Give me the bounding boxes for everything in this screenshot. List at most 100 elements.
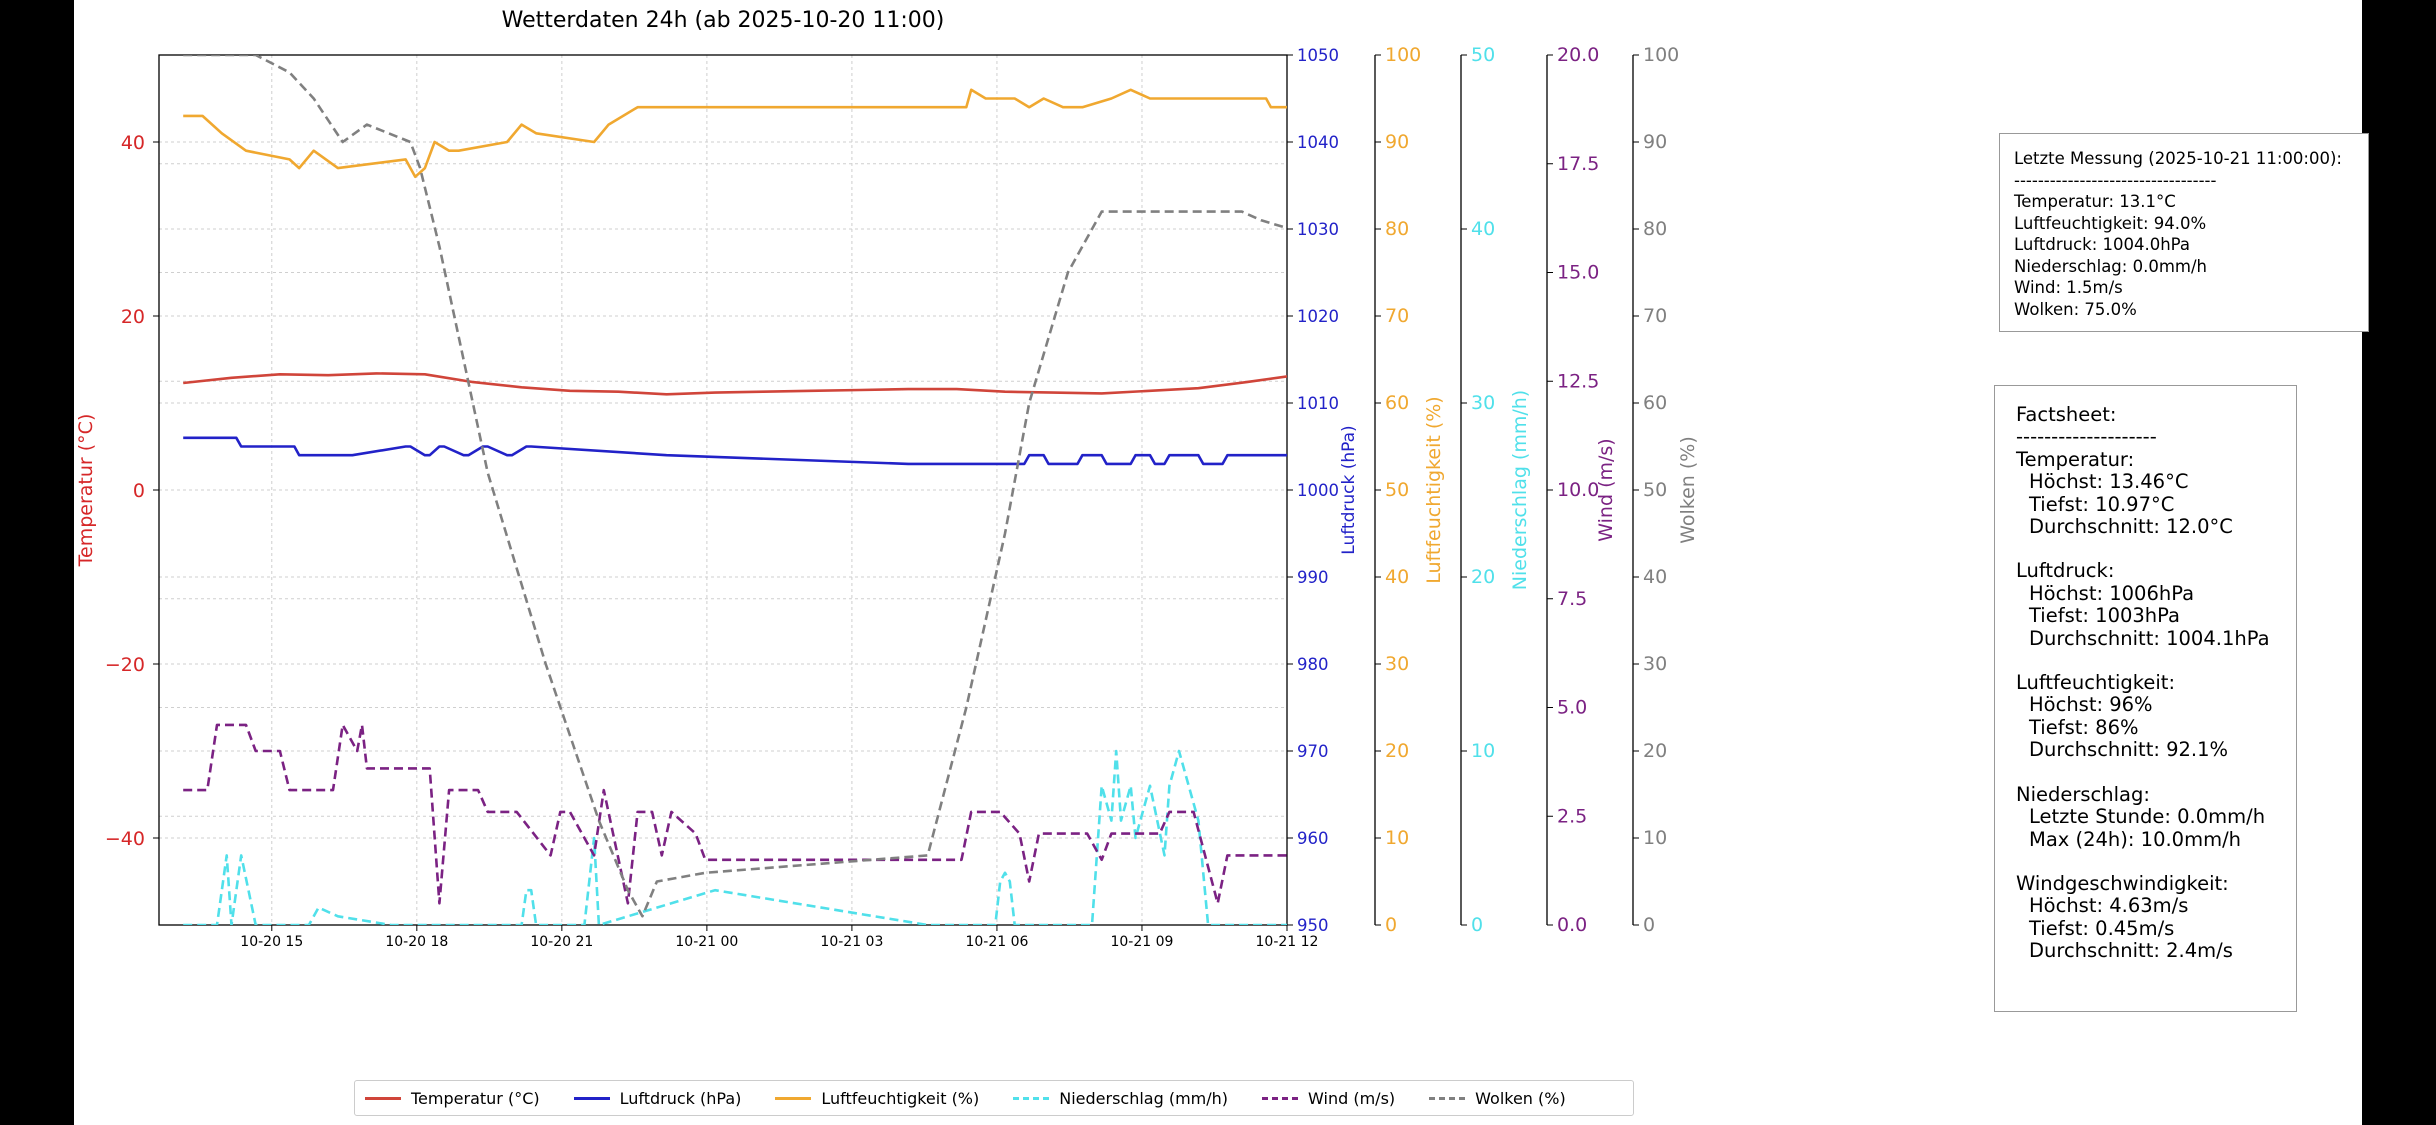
- y-tick-label: 1040: [1297, 133, 1339, 152]
- figure-canvas: Wetterdaten 24h (ab 2025-10-20 11:00) 10-…: [74, 0, 2369, 1125]
- series-line-temp: [183, 372, 1287, 396]
- axis-label-hum: Luftfeuchtigkeit (%): [1423, 396, 1445, 583]
- x-tick-label: 10-21 06: [965, 934, 1028, 950]
- y-tick-label: 0: [1385, 914, 1397, 936]
- y-tick-label: 80: [1385, 218, 1409, 240]
- y-tick-label: 12.5: [1557, 370, 1599, 392]
- factsheet-item: Höchst: 4.63m/s: [2029, 894, 2189, 918]
- legend-swatch: [775, 1096, 812, 1100]
- y-tick-label: 1050: [1297, 46, 1339, 65]
- latest-line: Wind: 1.5m/s: [2014, 278, 2123, 297]
- legend-item-hum: Luftfeuchtigkeit (%): [775, 1089, 979, 1108]
- legend-swatch: [1013, 1096, 1050, 1100]
- series-group: [183, 55, 1287, 925]
- y-tick-label: 20: [1385, 740, 1409, 762]
- y-tick-label: 20: [1643, 740, 1667, 762]
- legend-item-wind: Wind (m/s): [1262, 1089, 1395, 1108]
- axis-label-rain: Niederschlag (mm/h): [1509, 390, 1531, 590]
- y-tick-label: 30: [1643, 653, 1667, 675]
- y-tick-label: −40: [105, 828, 145, 850]
- legend-item-rain: Niederschlag (mm/h): [1013, 1089, 1228, 1108]
- factsheet-item: Letzte Stunde: 0.0mm/h: [2029, 805, 2266, 829]
- x-tick-label: 10-20 21: [530, 934, 593, 950]
- factsheet-item: Durchschnitt: 2.4m/s: [2029, 939, 2233, 963]
- latest-line: Wolken: 75.0%: [2014, 299, 2137, 319]
- y-tick-label: 70: [1385, 305, 1409, 327]
- factsheet-item: Tiefst: 86%: [2029, 715, 2139, 739]
- weather-chart: Wetterdaten 24h (ab 2025-10-20 11:00) 10-…: [75, 8, 1699, 950]
- factsheet-separator: --------------------: [2016, 425, 2157, 449]
- axis-label-wind: Wind (m/s): [1595, 438, 1617, 541]
- legend-item-press: Luftdruck (hPa): [573, 1088, 742, 1108]
- y-tick-label: 2.5: [1557, 805, 1587, 827]
- legend-label: Luftdruck (hPa): [619, 1088, 742, 1108]
- y-tick-label: 10.0: [1557, 479, 1599, 501]
- y-tick-label: 100: [1385, 44, 1421, 66]
- y-tick-label: −20: [105, 654, 145, 676]
- factsheet-item: Höchst: 1006hPa: [2029, 581, 2195, 605]
- legend-item-temp: Temperatur (°C): [365, 1089, 540, 1108]
- y-tick-label: 90: [1643, 131, 1667, 153]
- legend-label: Wind (m/s): [1308, 1088, 1396, 1108]
- y-tick-label: 7.5: [1557, 588, 1587, 610]
- y-tick-label: 60: [1385, 392, 1409, 414]
- factsheet-gap: [2016, 538, 2275, 560]
- chart-title: Wetterdaten 24h (ab 2025-10-20 11:00): [502, 8, 945, 33]
- y-tick-label: 50: [1643, 479, 1667, 501]
- factsheet-gap: [2016, 851, 2275, 873]
- y-tick-label: 70: [1643, 305, 1667, 327]
- y-tick-label: 1030: [1297, 220, 1339, 239]
- latest-line: Niederschlag: 0.0mm/h: [2014, 256, 2207, 276]
- y-tick-label: 10: [1471, 740, 1495, 762]
- factsheet-item: Höchst: 96%: [2029, 693, 2153, 717]
- y-tick-label: 15.0: [1557, 262, 1599, 284]
- y-tick-label: 1000: [1297, 481, 1339, 500]
- legend-label: Wolken (%): [1475, 1088, 1566, 1108]
- y-tick-label: 80: [1643, 218, 1667, 240]
- axis-label-temp: Temperatur (°C): [75, 414, 97, 568]
- x-tick-label: 10-20 18: [385, 934, 448, 950]
- series-line-hum: [183, 88, 1287, 179]
- y-tick-label: 100: [1643, 44, 1679, 66]
- y-tick-label: 0: [133, 480, 145, 502]
- axis-press: 1050 1040 1030 1020 1010 1000 990 980 970 960 950 L…: [1287, 46, 1359, 935]
- y-tick-label: 10: [1385, 827, 1409, 849]
- legend-swatch: [1429, 1096, 1466, 1100]
- y-tick-label: 20.0: [1557, 44, 1599, 66]
- y-tick-label: 20: [121, 306, 145, 328]
- factsheet-item: Höchst: 13.46°C: [2029, 470, 2189, 494]
- x-tick-label: 10-20 15: [240, 934, 303, 950]
- factsheet-heading: Windgeschwindigkeit:: [2016, 871, 2229, 895]
- y-tick-label: 1020: [1297, 307, 1339, 326]
- series-line-rain: [183, 749, 1287, 925]
- legend-label: Temperatur (°C): [411, 1088, 540, 1108]
- series-line-press: [183, 436, 1287, 466]
- y-tick-label: 50: [1471, 44, 1495, 66]
- y-tick-label: 0: [1643, 914, 1655, 936]
- y-tick-label: 40: [1471, 218, 1495, 240]
- factsheet-title: Factsheet:: [2016, 403, 2117, 426]
- y-tick-label: 30: [1385, 653, 1409, 675]
- y-tick-label: 30: [1471, 392, 1495, 414]
- latest-measurement-box: Letzte Messung (2025-10-21 11:00:00): ---…: [1999, 133, 2369, 332]
- axis-wind: 20.0 17.5 15.0 12.5 10.0 7.5 5.0 2.5 0.0 Wind (m/…: [1546, 44, 1617, 936]
- y-tick-label: 980: [1297, 655, 1329, 674]
- factsheet-heading: Luftfeuchtigkeit:: [2016, 671, 2176, 695]
- y-tick-label: 90: [1385, 131, 1409, 153]
- x-tick-label: 10-21 09: [1110, 934, 1173, 950]
- factsheet-item: Tiefst: 10.97°C: [2029, 492, 2175, 516]
- legend-item-cloud: Wolken (%): [1429, 1089, 1566, 1108]
- factsheet-heading: Luftdruck:: [2016, 559, 2115, 583]
- y-tick-label: 1010: [1297, 394, 1339, 413]
- legend-swatch: [573, 1096, 610, 1100]
- axis-label-press: Luftdruck (hPa): [1339, 425, 1359, 554]
- y-tick-label: 17.5: [1557, 153, 1599, 175]
- y-tick-label: 970: [1297, 742, 1329, 761]
- factsheet-item: Durchschnitt: 12.0°C: [2029, 515, 2233, 539]
- y-tick-label: 5.0: [1557, 697, 1587, 719]
- factsheet-box: Factsheet: -------------------- Temperatur…: [1994, 385, 2297, 1012]
- y-tick-label: 60: [1643, 392, 1667, 414]
- y-tick-label: 990: [1297, 568, 1329, 587]
- y-tick-label: 20: [1471, 566, 1495, 588]
